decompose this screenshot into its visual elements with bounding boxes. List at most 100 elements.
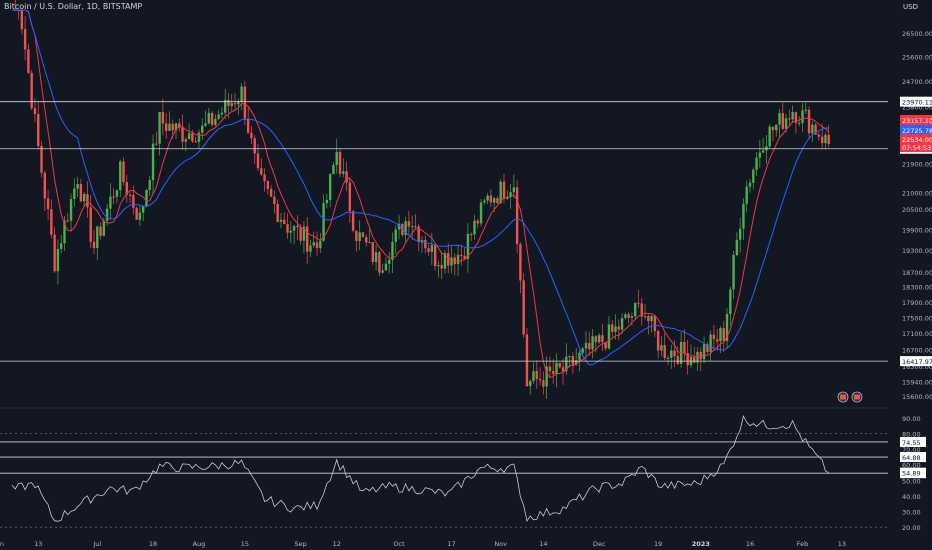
candle-down	[794, 112, 798, 123]
candle-up	[532, 371, 535, 381]
candle-down	[427, 248, 430, 252]
candle-up	[96, 226, 99, 249]
price-tick-label: 16300.00	[902, 363, 932, 371]
rsi-tick-label: 30.00	[902, 509, 921, 517]
candle-up	[732, 255, 735, 290]
candle-up	[410, 226, 414, 228]
candle-down	[345, 171, 348, 183]
price-label-box	[900, 115, 932, 125]
time-tick-label: Sep	[295, 540, 307, 548]
candle-up	[404, 221, 407, 236]
candle-up	[660, 345, 663, 351]
rsi-tick-label: 40.00	[902, 493, 921, 501]
candle-up	[60, 243, 63, 249]
candle-down	[686, 353, 689, 366]
candle-up	[109, 196, 112, 209]
candle-up	[761, 150, 765, 153]
price-tick-label: 15600.00	[902, 393, 932, 401]
candle-down	[164, 123, 168, 131]
candle-up	[397, 223, 401, 230]
candle-up	[614, 326, 617, 332]
candle-up	[768, 126, 771, 147]
candle-up	[758, 152, 762, 158]
candle-up	[486, 195, 489, 201]
candle-up	[624, 314, 627, 319]
time-tick-label: 18	[149, 540, 157, 548]
candle-up	[325, 199, 329, 204]
candle-down	[673, 350, 676, 357]
candle-down	[440, 265, 443, 269]
candle-down	[365, 237, 368, 243]
candle-down	[827, 134, 830, 145]
rsi-value-label-box	[900, 467, 926, 478]
candle-down	[525, 334, 529, 387]
candle-up	[466, 233, 470, 259]
candle-down	[273, 196, 276, 204]
candle-down	[663, 345, 666, 359]
time-tick-label: Dec	[593, 540, 606, 548]
candle-up	[568, 356, 571, 358]
candle-up	[729, 289, 732, 315]
candle-up	[479, 202, 483, 224]
candle-down	[135, 207, 138, 220]
candle-down	[348, 182, 352, 212]
candle-down	[558, 362, 561, 368]
candle-up	[565, 356, 568, 372]
candle-down	[463, 255, 466, 259]
candle-up	[545, 366, 548, 387]
candle-up	[748, 182, 752, 187]
candle-down	[276, 203, 279, 222]
candle-down	[571, 356, 575, 365]
rsi-hline-label: 74.55	[902, 439, 921, 447]
candle-down	[155, 143, 158, 145]
candle-down	[594, 336, 598, 343]
candle-up	[634, 302, 637, 317]
candle-up	[138, 212, 142, 220]
candle-down	[161, 111, 165, 124]
candle-down	[699, 351, 702, 360]
candle-down	[361, 232, 365, 238]
candle-down	[489, 195, 493, 203]
candle-up	[207, 112, 210, 124]
candle-down	[338, 151, 342, 174]
candle-down	[256, 153, 260, 169]
candle-down	[233, 103, 237, 105]
candle-up	[607, 324, 611, 349]
candle-down	[627, 314, 630, 318]
candle-down	[40, 145, 43, 173]
candle-up	[381, 270, 384, 273]
price-tick-label: 17500.00	[902, 314, 932, 322]
candle-up	[578, 352, 581, 361]
price-tick-label: 19900.00	[902, 226, 932, 234]
candle-up	[745, 186, 748, 204]
rsi-line	[11, 414, 829, 523]
candle-up	[738, 228, 742, 240]
candle-down	[33, 108, 37, 115]
candle-down	[246, 118, 250, 133]
candle-up	[742, 203, 745, 229]
candle-down	[260, 168, 263, 175]
time-tick-label: 13	[34, 540, 42, 548]
candle-up	[801, 110, 804, 123]
hline-label: 16417.97	[902, 358, 932, 366]
candle-up	[240, 86, 243, 102]
price-tick-label: 25600.00	[902, 54, 932, 62]
candle-down	[788, 118, 791, 120]
candle-down	[66, 220, 69, 222]
candle-up	[643, 316, 647, 318]
candle-up	[63, 220, 66, 244]
candle-down	[640, 303, 643, 317]
candle-up	[105, 208, 109, 222]
price-tick-label: 18300.00	[902, 284, 932, 292]
candle-up	[292, 226, 296, 231]
price-tick-label: 15940.00	[902, 378, 932, 386]
hline-label-box	[900, 356, 932, 367]
candle-up	[394, 229, 397, 242]
candle-up	[220, 112, 224, 115]
candle-down	[601, 335, 604, 342]
price-tick-label: 20500.00	[902, 206, 932, 214]
price-tick-label: 24700.00	[902, 78, 932, 86]
time-tick-label: 15	[241, 540, 249, 548]
candle-up	[145, 189, 148, 207]
